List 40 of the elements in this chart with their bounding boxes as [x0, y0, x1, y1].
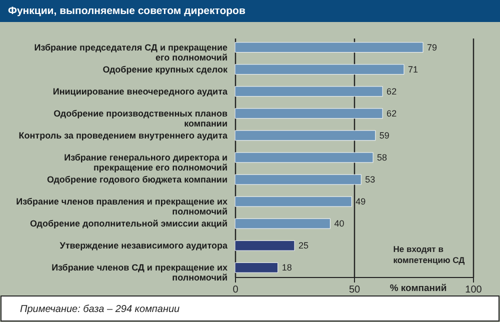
data-label: 18 — [282, 262, 292, 273]
y-tick-label: Одобрение годового бюджета компании — [46, 174, 228, 185]
data-label: 59 — [379, 130, 390, 140]
y-tick-label: Избрание генерального директора и прекращение его полномочий — [64, 152, 228, 172]
data-label: 58 — [377, 152, 388, 162]
bar — [234, 64, 404, 75]
bar — [234, 108, 383, 119]
bar — [234, 152, 374, 163]
x-tick-label: 0 — [232, 284, 239, 296]
bar — [234, 86, 383, 97]
data-label: 62 — [386, 108, 397, 118]
data-label: 79 — [427, 42, 438, 52]
y-tick-label: Утверждение независимого аудитора — [60, 240, 228, 251]
y-tick-label: Одобрение дополнительной эмиссии акций — [30, 218, 228, 229]
y-tick-label: Избрание членов СД и прекращение их полномочий — [52, 262, 228, 283]
y-tick-label: Одобрение крупных сделок — [102, 64, 228, 74]
bar — [234, 240, 295, 251]
data-label: 71 — [408, 64, 418, 74]
bar — [234, 196, 352, 207]
data-label: 49 — [356, 196, 366, 207]
x-tick-label: 100 — [465, 284, 482, 296]
y-tick-label: Контроль за проведением внутреннего аудита — [18, 130, 228, 140]
data-label: 40 — [334, 218, 344, 229]
x-tick-label: 50 — [348, 284, 360, 296]
y-tick-label: Инициирование внеочередного аудита — [52, 86, 228, 96]
data-label: 62 — [386, 86, 397, 96]
bar — [234, 218, 330, 229]
data-label: 25 — [298, 240, 309, 251]
data-label: 53 — [365, 174, 376, 185]
y-tick-label: Избрание председателя СД и прекращение его полномочий — [34, 42, 228, 62]
text: Примечание: база – 294 компании — [20, 304, 180, 315]
bar — [234, 42, 424, 53]
text: Функции, выполняемые советом директоров — [8, 5, 246, 17]
y-tick-label: Избрание членов правления и прекращение их полномочий — [16, 196, 228, 217]
bar — [234, 174, 362, 185]
bar — [234, 130, 376, 141]
bar — [234, 262, 278, 273]
annotation: Не входят в компетенцию СД — [393, 244, 465, 265]
x-axis-title: % компаний — [390, 283, 447, 294]
y-tick-label: Одобрение производственных планов компании — [54, 108, 228, 128]
